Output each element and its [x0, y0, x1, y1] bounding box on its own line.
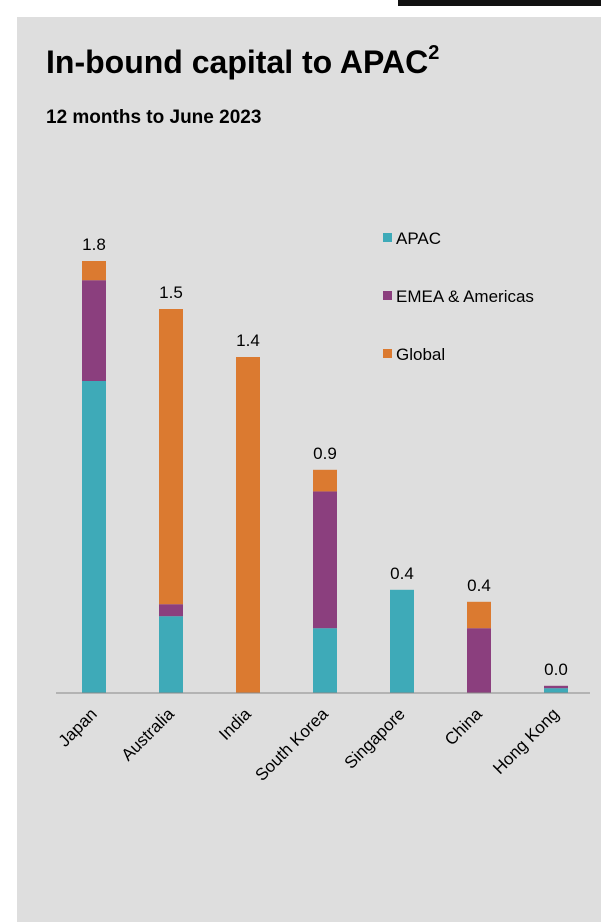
legend-label-emea-and-americas: EMEA & Americas	[396, 287, 534, 306]
bar-australia-apac	[159, 616, 183, 693]
legend-swatch-apac	[383, 233, 392, 242]
bar-japan-emea-and-americas	[82, 280, 106, 381]
bar-hong-kong-apac	[544, 688, 568, 693]
bar-india-global	[236, 357, 260, 693]
total-label-india: 1.4	[236, 331, 260, 350]
total-label-singapore: 0.4	[390, 564, 414, 583]
total-label-japan: 1.8	[82, 235, 106, 254]
bar-singapore-apac	[390, 589, 414, 693]
legend-label-apac: APAC	[396, 229, 441, 248]
total-label-south-korea: 0.9	[313, 444, 337, 463]
top-accent-bar	[398, 0, 601, 6]
x-tick-japan: Japan	[55, 704, 101, 750]
legend-swatch-emea-and-americas	[383, 291, 392, 300]
bars-group	[82, 261, 568, 693]
chart-panel	[17, 17, 601, 922]
bar-south-korea-emea-and-americas	[313, 491, 337, 629]
total-label-china: 0.4	[467, 576, 491, 595]
bar-japan-apac	[82, 381, 106, 693]
title-text: In-bound capital to APAC	[46, 44, 429, 80]
x-tick-china: China	[441, 704, 486, 749]
x-tick-hong-kong: Hong Kong	[489, 704, 563, 778]
bar-south-korea-apac	[313, 628, 337, 693]
total-label-australia: 1.5	[159, 283, 183, 302]
legend-label-global: Global	[396, 345, 445, 364]
x-tick-india: India	[215, 704, 255, 744]
bar-china-emea-and-americas	[467, 628, 491, 693]
x-tick-south-korea: South Korea	[252, 704, 333, 785]
legend-swatch-global	[383, 349, 392, 358]
x-tick-australia: Australia	[118, 704, 179, 765]
legend: APAC EMEA & Americas Global	[383, 229, 534, 364]
bar-china-global	[467, 601, 491, 629]
total-labels: 1.8 1.5 1.4 0.9 0.4 0.4 0.0	[82, 235, 568, 679]
bar-australia-global	[159, 309, 183, 605]
bar-south-korea-global	[313, 469, 337, 492]
bar-australia-emea-and-americas	[159, 604, 183, 617]
bar-japan-global	[82, 261, 106, 281]
chart-subtitle: 12 months to June 2023	[46, 107, 262, 128]
bar-hong-kong-emea-and-americas	[544, 685, 568, 689]
page-title: In-bound capital to APAC2	[46, 42, 439, 81]
total-label-hong-kong: 0.0	[544, 660, 568, 679]
x-tick-singapore: Singapore	[341, 704, 409, 772]
title-footnote-marker: 2	[428, 42, 440, 64]
